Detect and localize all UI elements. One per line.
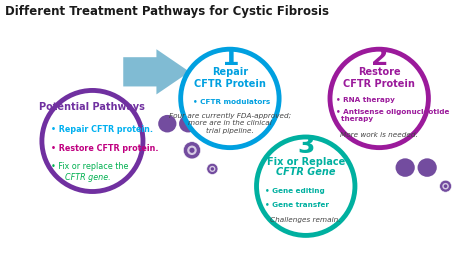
Text: Four are currently FDA-approved;
more are in the clinical
trial pipeline.: Four are currently FDA-approved; more ar… xyxy=(169,113,291,134)
Text: • RNA therapy: • RNA therapy xyxy=(336,97,395,103)
Text: • Fix or replace the: • Fix or replace the xyxy=(51,162,128,171)
Ellipse shape xyxy=(179,115,197,132)
Ellipse shape xyxy=(444,184,447,188)
Text: More work is needed.: More work is needed. xyxy=(340,132,418,138)
Text: • Repair CFTR protein.: • Repair CFTR protein. xyxy=(51,125,153,134)
Ellipse shape xyxy=(187,146,197,155)
Ellipse shape xyxy=(442,183,449,189)
Ellipse shape xyxy=(210,166,215,172)
Ellipse shape xyxy=(210,167,214,171)
Ellipse shape xyxy=(42,90,143,192)
Text: Challenges remain.: Challenges remain. xyxy=(271,217,341,223)
Text: • Restore CFTR protein.: • Restore CFTR protein. xyxy=(51,144,158,153)
Text: 1: 1 xyxy=(221,46,238,70)
Ellipse shape xyxy=(256,137,355,235)
Ellipse shape xyxy=(418,158,437,177)
Ellipse shape xyxy=(181,49,279,148)
Ellipse shape xyxy=(183,142,201,159)
Text: • Gene transfer: • Gene transfer xyxy=(265,202,329,208)
Text: Different Treatment Pathways for Cystic Fibrosis: Different Treatment Pathways for Cystic … xyxy=(5,5,329,18)
Text: CFTR gene.: CFTR gene. xyxy=(60,173,110,182)
Ellipse shape xyxy=(190,148,194,153)
Text: CFTR Gene: CFTR Gene xyxy=(276,167,336,177)
Text: Restore
CFTR Protein: Restore CFTR Protein xyxy=(343,66,415,89)
Ellipse shape xyxy=(439,180,452,192)
Ellipse shape xyxy=(395,158,415,177)
Ellipse shape xyxy=(207,163,218,174)
Ellipse shape xyxy=(330,49,428,148)
Text: • Antisense oligonucleotide
  therapy: • Antisense oligonucleotide therapy xyxy=(336,109,449,122)
Ellipse shape xyxy=(158,115,176,132)
Polygon shape xyxy=(123,49,190,94)
Text: 3: 3 xyxy=(297,134,314,158)
Text: Repair
CFTR Protein: Repair CFTR Protein xyxy=(194,66,266,89)
Text: Potential Pathways: Potential Pathways xyxy=(39,102,146,112)
Text: Fix or Replace: Fix or Replace xyxy=(266,157,345,167)
Text: • CFTR modulators: • CFTR modulators xyxy=(193,99,270,105)
Text: • Gene editing: • Gene editing xyxy=(265,188,325,194)
Text: 2: 2 xyxy=(371,46,388,70)
